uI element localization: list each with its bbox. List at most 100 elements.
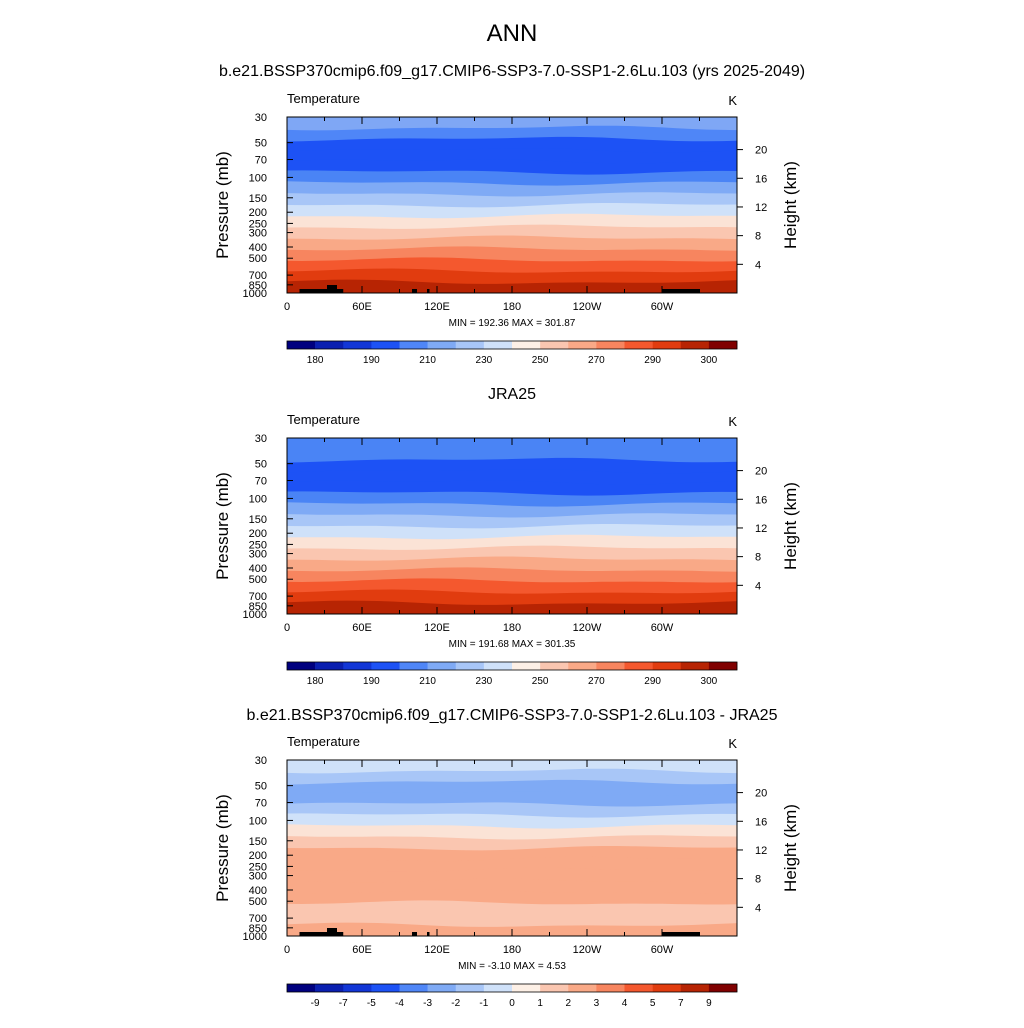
colorbar-swatch (315, 984, 344, 992)
colorbar-swatch (287, 341, 316, 349)
colorbar-label: 4 (622, 998, 628, 1009)
colorbar-swatch (512, 984, 541, 992)
topography-mask (337, 932, 344, 936)
colorbar-label: 5 (650, 998, 656, 1009)
pressure-tick-label: 70 (255, 798, 267, 810)
pressure-tick-label: 700 (249, 270, 267, 282)
colorbar-label: 290 (644, 676, 661, 687)
x-tick-label: 120W (573, 301, 602, 313)
pressure-tick-label: 1000 (243, 609, 267, 621)
pressure-tick-label: 400 (249, 885, 267, 897)
colorbar-swatch (399, 341, 428, 349)
colorbar-label: 270 (588, 676, 605, 687)
x-tick-label: 60E (352, 301, 372, 313)
x-tick-label: 60W (651, 301, 674, 313)
colorbar-swatch (287, 984, 316, 992)
x-tick-label: 120W (573, 622, 602, 634)
colorbar-swatch (540, 984, 569, 992)
colorbar-swatch (708, 984, 738, 992)
colorbar-label: 300 (701, 355, 718, 366)
pressure-tick-label: 50 (255, 459, 267, 471)
pressure-tick-label: 400 (249, 242, 267, 254)
colorbar-swatch (652, 662, 682, 670)
colorbar-swatch (343, 662, 372, 670)
height-tick-label: 20 (755, 145, 767, 157)
x-tick-label: 0 (284, 301, 290, 313)
colorbar-frame (286, 983, 738, 993)
colorbar-swatch (680, 341, 710, 349)
colorbar-swatch (371, 341, 400, 349)
units-label: K (728, 93, 737, 108)
x-tick-label: 60E (352, 944, 372, 956)
topography-mask (299, 289, 327, 293)
height-axis-title: Height (km) (781, 804, 800, 892)
pressure-tick-label: 500 (249, 253, 267, 265)
colorbar-swatch (371, 984, 400, 992)
min-max-stats: MIN = 191.68 MAX = 301.35 (449, 639, 576, 650)
pressure-axis-title: Pressure (mb) (213, 794, 232, 902)
x-tick-label: 60W (651, 622, 674, 634)
colorbar-swatch (427, 341, 457, 349)
colorbar-label: 230 (476, 676, 493, 687)
pressure-tick-label: 150 (249, 836, 267, 848)
x-tick-label: 120E (424, 301, 450, 313)
x-tick-label: 180 (503, 622, 521, 634)
pressure-tick-label: 850 (249, 601, 267, 613)
colorbar-label: 290 (644, 355, 661, 366)
units-label: K (728, 736, 737, 751)
pressure-tick-label: 200 (249, 207, 267, 219)
colorbar-label: -2 (451, 998, 460, 1009)
colorbar-swatch (399, 984, 428, 992)
pressure-tick-label: 150 (249, 193, 267, 205)
colorbar-swatch (427, 662, 457, 670)
x-tick-label: 0 (284, 944, 290, 956)
pressure-axis-title: Pressure (mb) (213, 151, 232, 259)
colorbar-swatch (315, 341, 344, 349)
topography-mask (337, 289, 344, 293)
pressure-tick-label: 400 (249, 563, 267, 575)
x-tick-label: 0 (284, 622, 290, 634)
colorbar-swatch (624, 662, 653, 670)
model-temperature-panel: Temperature K 0 60E 120E 180 120W 60W 30 50 70 100 1… (213, 91, 800, 366)
colorbar-label: 2 (565, 998, 571, 1009)
colorbar-swatch (371, 662, 400, 670)
pressure-tick-label: 500 (249, 896, 267, 908)
pressure-tick-label: 700 (249, 591, 267, 603)
colorbar-swatch (483, 662, 513, 670)
colorbar-label: 210 (419, 355, 436, 366)
variable-label: Temperature (287, 412, 360, 427)
colorbar-swatch (540, 341, 569, 349)
colorbar-label: 190 (363, 676, 380, 687)
height-axis-title: Height (km) (781, 482, 800, 570)
height-tick-label: 16 (755, 816, 767, 828)
colorbar-label: 180 (307, 676, 324, 687)
height-tick-label: 8 (755, 552, 761, 564)
colorbar-swatch (680, 984, 710, 992)
min-max-stats: MIN = 192.36 MAX = 301.87 (449, 318, 576, 329)
colorbar-swatch (652, 341, 682, 349)
pressure-tick-label: 300 (249, 228, 267, 240)
topography-mask (412, 932, 417, 936)
colorbar-label: 270 (588, 355, 605, 366)
pressure-tick-label: 30 (255, 755, 267, 767)
colorbar-swatch (596, 984, 625, 992)
height-tick-label: 16 (755, 494, 767, 506)
colorbar-label: 0 (509, 998, 515, 1009)
colorbar-label: 9 (706, 998, 712, 1009)
colorbar-swatch (343, 341, 372, 349)
colorbar-swatch (455, 984, 485, 992)
colorbar-swatch (427, 984, 457, 992)
pressure-tick-label: 150 (249, 514, 267, 526)
colorbar-swatch (652, 984, 682, 992)
variable-label: Temperature (287, 734, 360, 749)
colorbar-swatch (680, 662, 710, 670)
colorbar-swatch (708, 662, 738, 670)
pressure-tick-label: 850 (249, 280, 267, 292)
colorbar-label: 230 (476, 355, 493, 366)
pressure-tick-label: 1000 (243, 931, 267, 943)
pressure-tick-label: 30 (255, 433, 267, 445)
colorbar-frame (286, 661, 738, 671)
colorbar-label: 300 (701, 676, 718, 687)
height-tick-label: 12 (755, 202, 767, 214)
colorbar-swatch (512, 662, 541, 670)
